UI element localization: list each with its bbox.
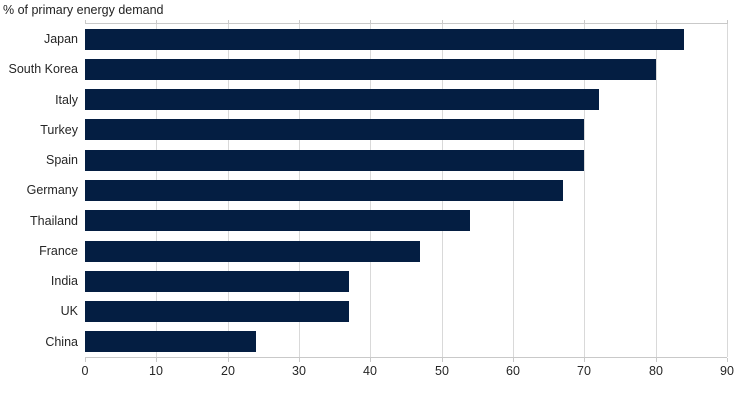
bottom-tick-70 xyxy=(584,358,585,362)
top-tick-50 xyxy=(442,20,443,24)
top-tick-80 xyxy=(656,20,657,24)
top-tick-60 xyxy=(513,20,514,24)
bottom-tick-50 xyxy=(442,358,443,362)
bottom-tick-60 xyxy=(513,358,514,362)
gridline-90 xyxy=(727,24,728,357)
top-tick-40 xyxy=(370,20,371,24)
plot-area xyxy=(85,20,728,362)
bar-uk xyxy=(85,301,349,322)
bar-japan xyxy=(85,29,684,50)
y-label-germany: Germany xyxy=(26,183,78,197)
chart-title: % of primary energy demand xyxy=(3,3,164,17)
x-tick-label-60: 60 xyxy=(506,364,520,378)
x-tick-label-40: 40 xyxy=(363,364,377,378)
bar-thailand xyxy=(85,210,470,231)
bottom-tick-20 xyxy=(228,358,229,362)
x-tick-label-10: 10 xyxy=(149,364,163,378)
bottom-tick-0 xyxy=(85,358,86,362)
bottom-tick-40 xyxy=(370,358,371,362)
y-label-india: India xyxy=(50,274,78,288)
x-tick-label-30: 30 xyxy=(292,364,306,378)
y-label-china: China xyxy=(45,335,78,349)
bar-south-korea xyxy=(85,59,656,80)
y-label-japan: Japan xyxy=(43,32,78,46)
y-label-italy: Italy xyxy=(55,93,78,107)
x-tick-label-0: 0 xyxy=(81,364,89,378)
y-label-france: France xyxy=(39,244,78,258)
bottom-tick-30 xyxy=(299,358,300,362)
bottom-tick-90 xyxy=(727,358,728,362)
x-tick-label-50: 50 xyxy=(435,364,449,378)
bar-china xyxy=(85,331,256,352)
x-tick-label-70: 70 xyxy=(577,364,591,378)
x-tick-label-90: 90 xyxy=(720,364,734,378)
top-tick-70 xyxy=(584,20,585,24)
x-tick-label-80: 80 xyxy=(649,364,663,378)
bar-germany xyxy=(85,180,563,201)
y-label-south-korea: South Korea xyxy=(8,62,79,76)
top-tick-90 xyxy=(727,20,728,24)
bottom-tick-80 xyxy=(656,358,657,362)
y-label-turkey: Turkey xyxy=(40,123,78,137)
top-tick-20 xyxy=(228,20,229,24)
top-tick-0 xyxy=(85,20,86,24)
bottom-tick-10 xyxy=(156,358,157,362)
bar-spain xyxy=(85,150,584,171)
y-label-spain: Spain xyxy=(46,153,78,167)
y-axis-labels: Japan South Korea Italy Turkey Spain Germany T… xyxy=(0,24,79,357)
top-tick-30 xyxy=(299,20,300,24)
gridline-70 xyxy=(584,24,585,357)
x-tick-label-20: 20 xyxy=(221,364,235,378)
top-tick-10 xyxy=(156,20,157,24)
gridline-80 xyxy=(656,24,657,357)
bar-turkey xyxy=(85,119,584,140)
bar-india xyxy=(85,271,349,292)
bar-france xyxy=(85,241,420,262)
y-label-thailand: Thailand xyxy=(30,214,78,228)
bar-italy xyxy=(85,89,599,110)
y-label-uk: UK xyxy=(60,304,78,318)
